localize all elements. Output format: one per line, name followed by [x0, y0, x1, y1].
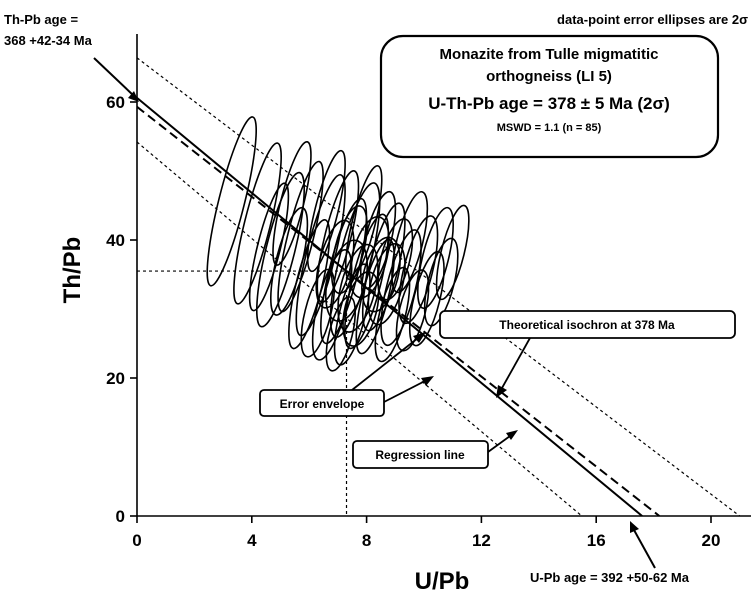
error-ellipse: [330, 205, 368, 295]
upb-age-label: U-Pb age = 392 +50-62 Ma: [530, 570, 690, 585]
theoretical-isochron-line: [137, 106, 660, 516]
x-tick-label: 20: [702, 531, 721, 550]
y-tick-label: 20: [106, 369, 125, 388]
error-ellipses: [206, 116, 470, 372]
thpb-age-label-line1: Th-Pb age =: [4, 12, 78, 27]
error-ellipse: [416, 206, 454, 310]
y-axis-ticks: 0 20 40 60: [106, 93, 137, 526]
y-tick-label: 60: [106, 93, 125, 112]
result-box: Monazite from Tulle migmatitic orthognei…: [379, 34, 720, 159]
error-envelope-label: Error envelope: [280, 397, 365, 411]
error-ellipse: [248, 182, 290, 312]
error-ellipse-note: data-point error ellipses are 2σ: [557, 12, 748, 27]
result-title-line1: Monazite from Tulle migmatitic: [440, 46, 659, 63]
error-ellipse: [255, 171, 306, 328]
x-tick-label: 16: [587, 531, 606, 550]
error-ellipse: [316, 170, 360, 304]
x-tick-label: 12: [472, 531, 491, 550]
upb-age-arrow: [630, 521, 656, 569]
x-tick-label: 0: [132, 531, 141, 550]
theoretical-isochron-callout: Theoretical isochron at 378 Ma: [439, 310, 736, 398]
x-axis-label: U/Pb: [415, 568, 470, 595]
y-tick-label: 0: [116, 507, 125, 526]
y-axis-label: Th/Pb: [59, 237, 86, 304]
error-ellipse: [361, 236, 401, 313]
error-ellipse: [337, 243, 379, 333]
error-ellipse: [342, 271, 380, 347]
thpb-age-arrow: [93, 57, 139, 102]
error-envelope-callout: Error envelope: [259, 332, 434, 417]
error-ellipse: [233, 142, 282, 305]
x-tick-label: 8: [362, 531, 371, 550]
error-ellipse: [269, 206, 309, 316]
result-title-line2: orthogneiss (LI 5): [486, 68, 612, 85]
theoretical-isochron-label: Theoretical isochron at 378 Ma: [499, 318, 675, 332]
error-ellipse: [325, 296, 357, 372]
x-tick-label: 4: [247, 531, 257, 550]
error-ellipse: [374, 266, 411, 363]
y-tick-label: 40: [106, 231, 125, 250]
error-ellipse: [423, 237, 459, 327]
error-ellipse: [435, 204, 470, 301]
regression-line: [137, 97, 643, 516]
error-ellipse: [315, 219, 355, 309]
x-axis-ticks: 0 4 8 12 16 20: [132, 516, 720, 550]
regression-line-callout: Regression line: [352, 430, 518, 469]
error-ellipse: [206, 116, 257, 287]
regression-line-label: Regression line: [375, 448, 465, 462]
result-mswd: MSWD = 1.1 (n = 85): [497, 122, 602, 134]
error-ellipse: [377, 218, 414, 301]
error-envelope-upper-line: [137, 57, 741, 516]
result-age: U-Th-Pb age = 378 ± 5 Ma (2σ): [428, 94, 670, 113]
error-envelope-lower-line: [137, 141, 583, 516]
thpb-age-label-line2: 368 +42-34 Ma: [4, 33, 93, 48]
